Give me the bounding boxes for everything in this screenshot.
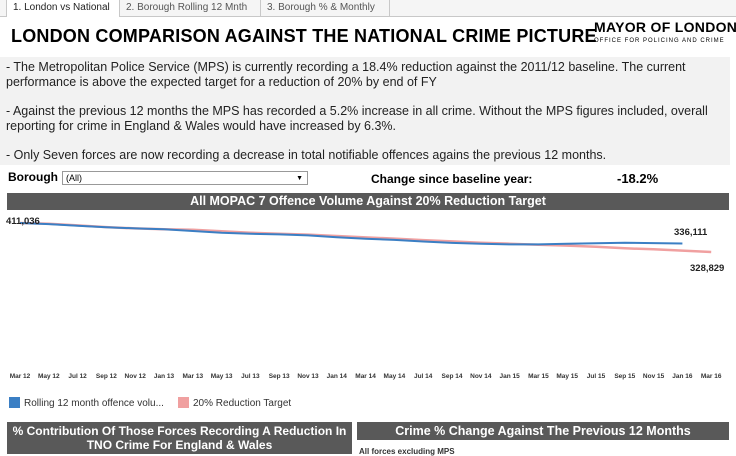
x-tick-label: Sep 13 (269, 373, 290, 380)
start-value-label: 411,036 (6, 216, 40, 227)
page-title: LONDON COMPARISON AGAINST THE NATIONAL C… (11, 26, 597, 46)
x-tick-label: Jan 14 (327, 373, 348, 380)
legend-label-actual: Rolling 12 month offence volu... (24, 398, 164, 409)
x-tick-label: May 14 (384, 373, 406, 380)
borough-filter-label: Borough (8, 170, 58, 184)
x-axis-ticks: Mar 12 May 12 Jul 12 Sep 12 Nov 12 Jan 13 Mar … (10, 373, 722, 380)
x-tick-label: Jul 14 (414, 373, 433, 380)
crime-change-header: Crime % Change Against The Previous 12 M… (357, 422, 729, 440)
summary-paragraph-2: - Against the previous 12 months the MPS… (6, 104, 708, 133)
x-tick-label: Mar 13 (182, 373, 203, 380)
x-tick-label: May 13 (211, 373, 233, 380)
x-tick-label: Mar 16 (701, 373, 722, 380)
x-tick-label: Nov 14 (470, 373, 492, 380)
legend-target[interactable]: 20% Reduction Target (178, 397, 291, 409)
summary-panel: - The Metropolitan Police Service (MPS) … (0, 57, 730, 165)
x-tick-label: Jul 13 (241, 373, 260, 380)
change-since-baseline-label: Change since baseline year: (371, 172, 533, 186)
x-tick-label: Sep 14 (442, 373, 463, 380)
x-tick-label: Jul 12 (68, 373, 87, 380)
x-tick-label: Sep 12 (96, 373, 117, 380)
mayor-of-london-logo: MAYOR OF LONDON OFFICE FOR POLICING AND … (594, 19, 736, 44)
summary-paragraph-1: - The Metropolitan Police Service (MPS) … (6, 60, 686, 89)
legend-actual[interactable]: Rolling 12 month offence volu... (9, 397, 164, 409)
borough-dropdown[interactable]: (All) ▼ (62, 171, 308, 185)
legend-swatch-target (178, 397, 189, 408)
x-tick-label: Sep 15 (614, 373, 635, 380)
x-tick-label: Jan 15 (499, 373, 520, 380)
x-tick-label: Jul 15 (587, 373, 606, 380)
x-tick-label: Nov 13 (297, 373, 319, 380)
tab-london-vs-national[interactable]: 1. London vs National (6, 0, 120, 17)
logo-sub-text: OFFICE FOR POLICING AND CRIME (594, 38, 725, 44)
end-target-value-label: 328,829 (690, 263, 724, 274)
x-tick-label: Mar 15 (528, 373, 549, 380)
change-since-baseline-value: -18.2% (617, 171, 659, 186)
chevron-down-icon: ▼ (296, 175, 303, 182)
x-tick-label: Nov 15 (643, 373, 665, 380)
offence-volume-chart: 411,036 336,111 328,829 Mar 12 May 12 Jul … (6, 216, 724, 380)
chart-title: All MOPAC 7 Offence Volume Against 20% R… (7, 193, 729, 210)
summary-paragraph-3: - Only Seven forces are now recording a … (6, 148, 607, 162)
x-tick-label: Mar 12 (10, 373, 31, 380)
x-tick-label: May 15 (556, 373, 578, 380)
tab-borough-rolling[interactable]: 2. Borough Rolling 12 Mnth (120, 0, 261, 16)
reduction-contribution-header: % Contribution Of Those Forces Recording… (7, 422, 352, 454)
tab-bar: 1. London vs National 2. Borough Rolling… (0, 0, 736, 17)
x-tick-label: Nov 12 (125, 373, 147, 380)
legend-swatch-actual (9, 397, 20, 408)
end-actual-value-label: 336,111 (674, 227, 708, 238)
x-tick-label: Mar 14 (355, 373, 376, 380)
borough-selected-value: (All) (66, 173, 82, 183)
x-tick-label: May 12 (38, 373, 60, 380)
actual-series-line (19, 222, 683, 246)
crime-change-subnote: All forces excluding MPS (359, 447, 455, 456)
tab-borough-percent-monthly[interactable]: 3. Borough % & Monthly (261, 0, 390, 16)
x-tick-label: Jan 13 (154, 373, 175, 380)
legend-label-target: 20% Reduction Target (193, 398, 292, 409)
x-tick-label: Jan 16 (672, 373, 693, 380)
logo-main-text: MAYOR OF LONDON (594, 19, 736, 35)
